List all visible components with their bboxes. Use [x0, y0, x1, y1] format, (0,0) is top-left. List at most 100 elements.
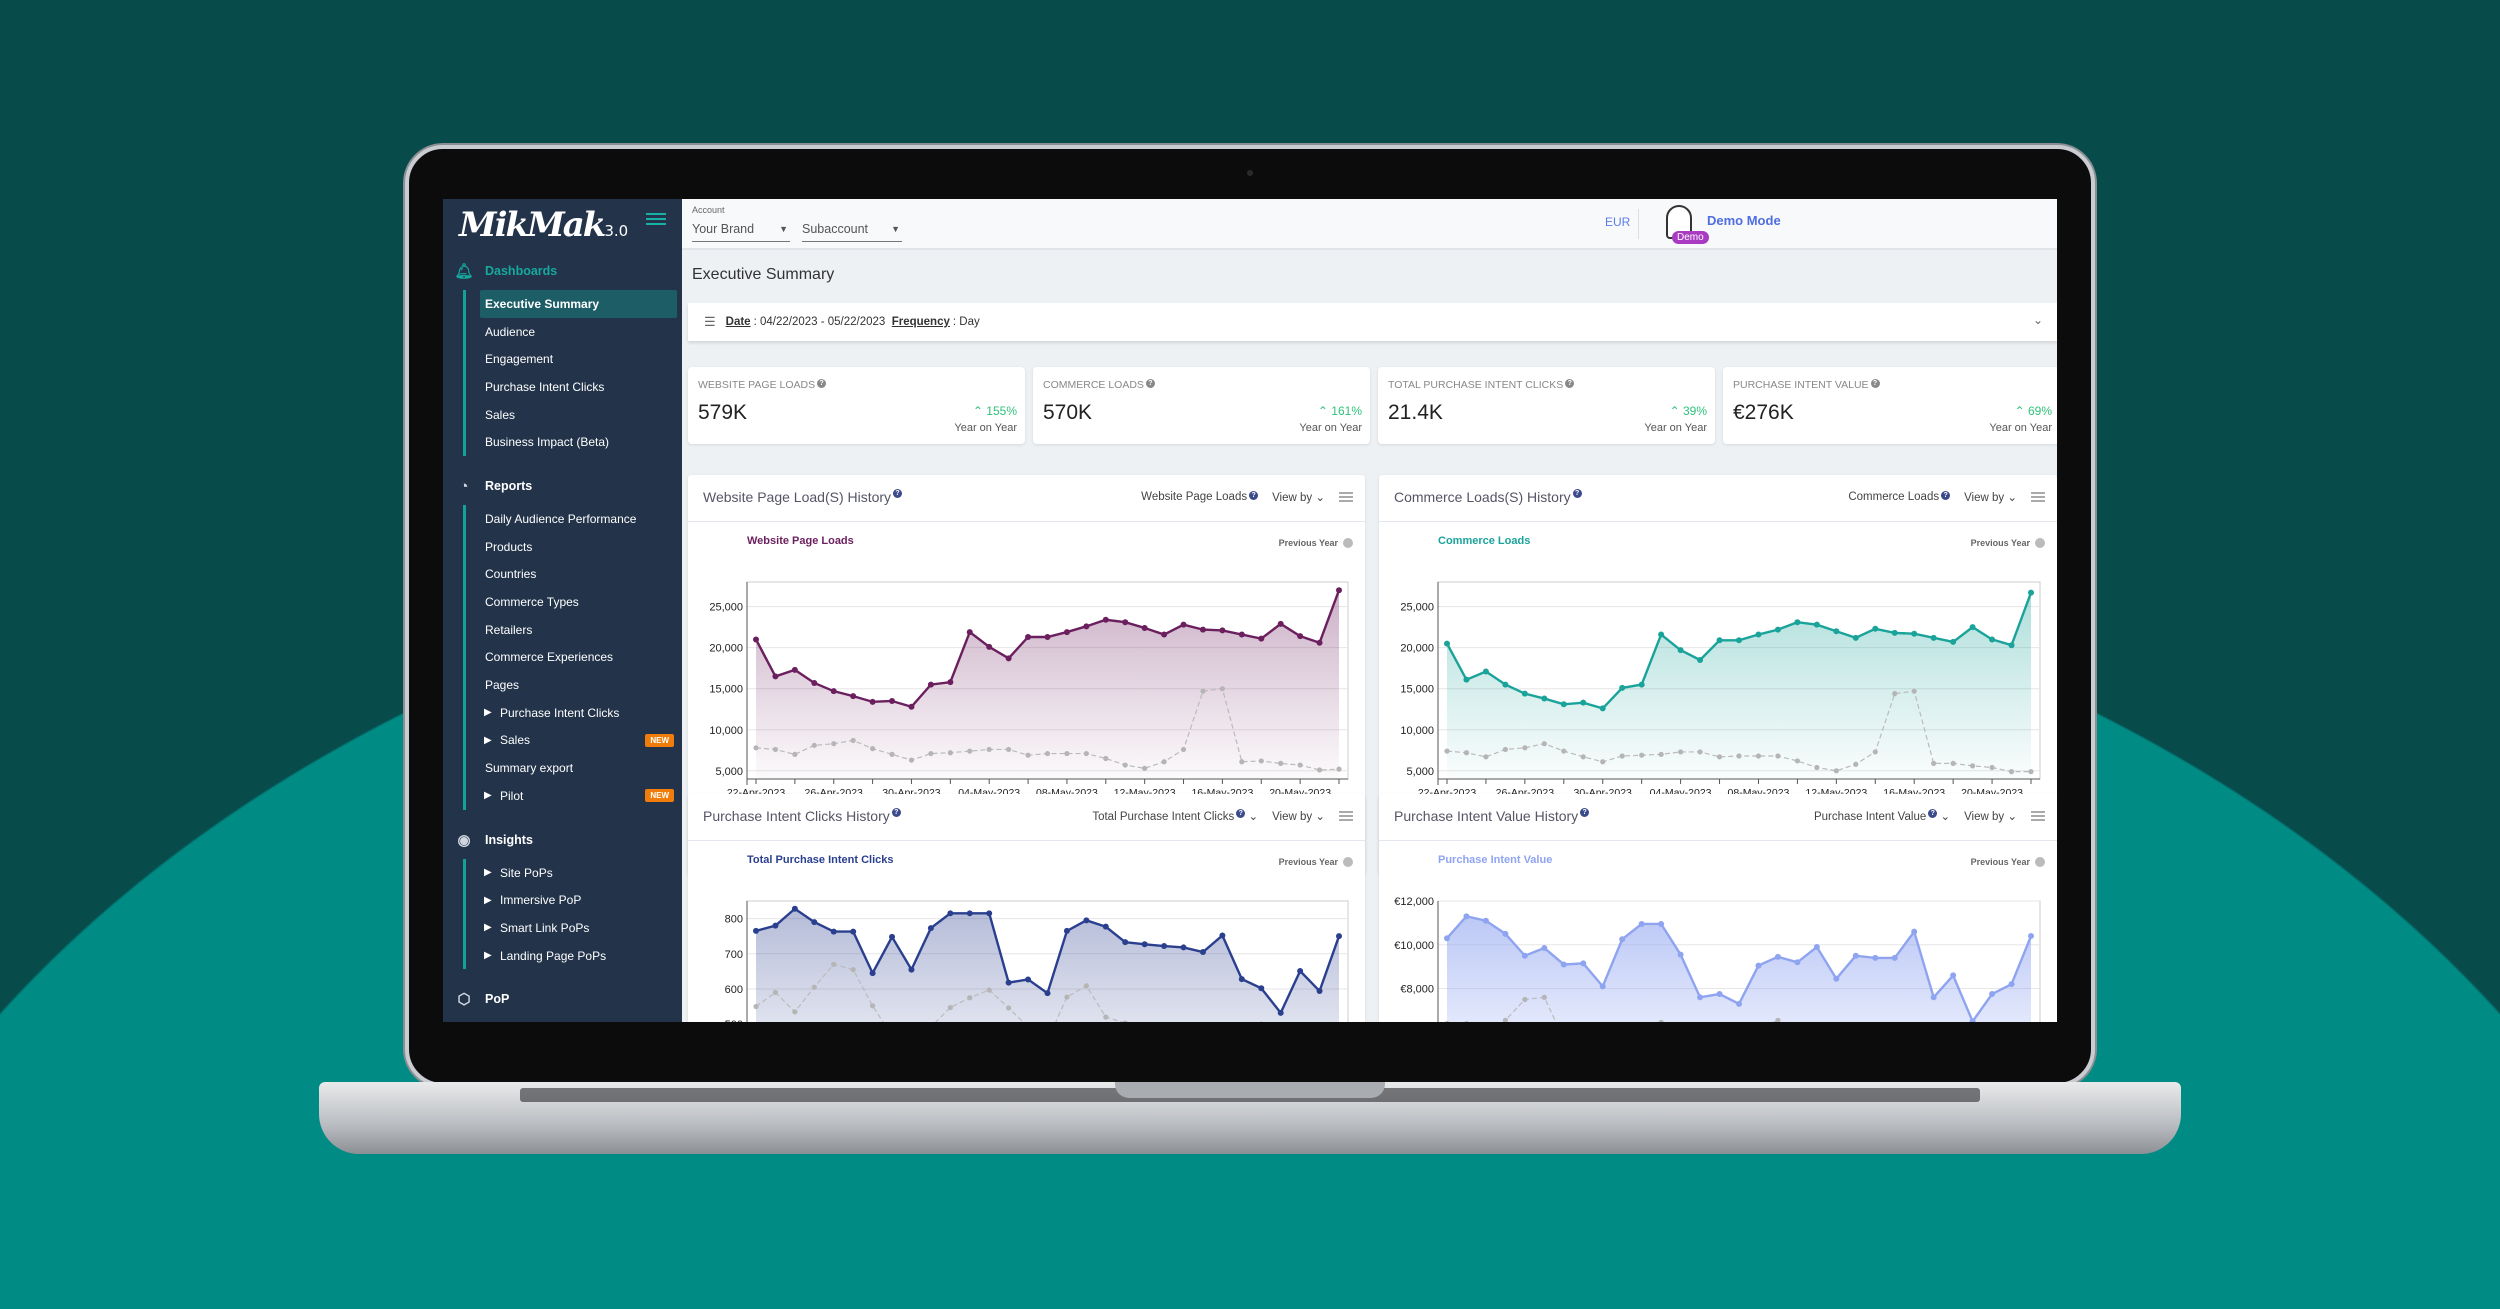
caret-right-icon: ▶: [484, 790, 492, 802]
chart-svg: €4,000€6,000€8,000€10,000€12,000: [1394, 896, 2041, 1022]
previous-year-point: [1931, 760, 1937, 767]
view-by-dropdown[interactable]: View by ⌄: [1964, 490, 2017, 504]
view-by-dropdown[interactable]: View by ⌄: [1272, 809, 1325, 823]
previous-year-point: [1658, 751, 1664, 757]
data-point: [908, 703, 915, 710]
help-icon[interactable]: ?: [893, 489, 903, 498]
data-point: [1444, 640, 1450, 647]
previous-year-point: [1833, 768, 1839, 774]
help-icon[interactable]: ?: [1236, 809, 1246, 818]
data-point: [1560, 701, 1567, 708]
data-point: [1852, 952, 1859, 959]
previous-year-point: [1297, 762, 1303, 768]
help-icon[interactable]: ?: [1145, 379, 1155, 388]
help-icon[interactable]: ?: [891, 808, 901, 817]
nav-group-dashboards: 🔔︎ Dashboards Executive Summary Audience Eng…: [443, 252, 682, 457]
kpi-period: Year on Year: [1644, 422, 1707, 434]
sidebar-item[interactable]: ▶ Immersive PoP: [443, 886, 682, 914]
nav-group-header[interactable]: ◔ Reports: [443, 467, 682, 505]
metric-select[interactable]: Total Purchase Intent Clicks? ⌄: [1092, 809, 1258, 823]
hamburger-menu-icon[interactable]: [2031, 811, 2045, 821]
kpi-card: COMMERCE LOADS? 570K ⌃ 161% Year on Year: [1033, 367, 1370, 444]
help-icon[interactable]: ?: [1580, 808, 1590, 817]
help-icon[interactable]: ?: [817, 379, 827, 388]
help-icon[interactable]: ?: [1870, 379, 1880, 388]
y-tick-label: €8,000: [1400, 984, 1434, 996]
data-point: [1619, 684, 1626, 691]
previous-year-point: [1064, 750, 1070, 757]
nav-group-header[interactable]: ◉ Insights: [443, 821, 682, 859]
account-select[interactable]: Your Brand ▼: [692, 218, 790, 242]
data-point: [1697, 994, 1704, 1001]
chart-svg: 400500600700800: [725, 900, 1349, 1022]
sidebar-item[interactable]: Countries: [443, 561, 682, 589]
sidebar-item[interactable]: ▶ Landing Page PoPs: [443, 942, 682, 970]
sidebar-item[interactable]: Retailers: [443, 616, 682, 644]
sidebar-item[interactable]: Engagement: [443, 345, 682, 373]
help-icon[interactable]: ?: [1941, 491, 1951, 500]
metric-select[interactable]: Website Page Loads?: [1141, 491, 1259, 503]
sidebar-item[interactable]: Daily Audience Performance: [443, 505, 682, 533]
sidebar-item[interactable]: Pages: [443, 671, 682, 699]
legend-previous-year[interactable]: Previous Year: [1971, 857, 2045, 867]
previous-year-point: [1950, 760, 1956, 767]
sidebar-item[interactable]: Commerce Types: [443, 588, 682, 616]
metric-select[interactable]: Purchase Intent Value? ⌄: [1814, 809, 1950, 823]
sidebar-item[interactable]: ▶ Site PoPs: [443, 859, 682, 887]
chart-card: Purchase Intent Clicks History? Total Pur…: [688, 794, 1365, 1022]
card-controls: Total Purchase Intent Clicks? ⌄ View by ⌄: [1092, 809, 1353, 823]
data-point: [1774, 953, 1781, 960]
chevron-down-icon[interactable]: ⌄: [2032, 313, 2043, 327]
previous-year-point: [1716, 754, 1723, 760]
hamburger-menu-icon[interactable]: [646, 213, 666, 225]
data-point: [1872, 625, 1879, 632]
logo-text: MikMak: [459, 205, 606, 245]
nav-group-header[interactable]: ⬡ PoP: [443, 980, 682, 1018]
data-point: [850, 928, 857, 935]
data-point: [1297, 633, 1304, 640]
legend-previous-year[interactable]: Previous Year: [1279, 538, 1353, 548]
subaccount-select[interactable]: Subaccount ▼: [802, 218, 902, 242]
sidebar-item[interactable]: Audience: [443, 318, 682, 346]
sidebar-item[interactable]: Sales: [443, 401, 682, 429]
sidebar-item[interactable]: Business Impact (Beta): [443, 428, 682, 456]
nav-group-header[interactable]: 🔔︎ Dashboards: [443, 252, 682, 290]
previous-year-point: [947, 1004, 953, 1011]
data-point: [830, 928, 837, 935]
hamburger-menu-icon[interactable]: [1339, 492, 1353, 502]
sidebar-item[interactable]: Summary export: [443, 754, 682, 782]
sidebar-item[interactable]: ▶ Sales NEW: [443, 727, 682, 755]
legend-previous-year[interactable]: Previous Year: [1279, 857, 1353, 867]
user-menu[interactable]: Demo Mode: [1707, 213, 1781, 228]
sidebar-item[interactable]: ▶ Smart Link PoPs: [443, 914, 682, 942]
sidebar-item[interactable]: Products: [443, 533, 682, 561]
hamburger-menu-icon[interactable]: [1339, 811, 1353, 821]
view-by-dropdown[interactable]: View by ⌄: [1272, 490, 1325, 504]
data-point: [1716, 637, 1723, 644]
data-point: [1141, 941, 1148, 948]
metric-select[interactable]: Commerce Loads?: [1848, 491, 1951, 503]
sidebar-item[interactable]: ▶ Purchase Intent Clicks: [443, 699, 682, 727]
currency-selector[interactable]: EUR: [1605, 215, 1631, 229]
legend-previous-year[interactable]: Previous Year: [1971, 538, 2045, 548]
data-point: [889, 933, 896, 940]
view-by-dropdown[interactable]: View by ⌄: [1964, 809, 2017, 823]
help-icon[interactable]: ?: [1572, 489, 1582, 498]
previous-year-point: [792, 751, 798, 757]
data-point: [1989, 991, 1996, 998]
help-icon[interactable]: ?: [1928, 809, 1938, 818]
sidebar-item[interactable]: Commerce Experiences: [443, 644, 682, 672]
data-point: [1638, 681, 1645, 688]
sidebar-item[interactable]: ▶ Pilot NEW: [443, 782, 682, 810]
previous-year-point: [1522, 996, 1528, 1003]
sidebar-item[interactable]: Executive Summary: [480, 290, 677, 318]
help-icon[interactable]: ?: [1249, 491, 1259, 500]
filter-bar[interactable]: ☰ Date: 04/22/2023 - 05/22/2023 Frequenc…: [688, 303, 2057, 341]
y-tick-label: 25,000: [1400, 602, 1434, 614]
kpi-value: 21.4K: [1388, 401, 1443, 424]
hamburger-menu-icon[interactable]: [2031, 492, 2045, 502]
series-area: [756, 908, 1339, 1022]
logo[interactable]: MikMak3.0: [459, 205, 628, 245]
sidebar-item[interactable]: Purchase Intent Clicks: [443, 373, 682, 401]
help-icon[interactable]: ?: [1565, 379, 1575, 388]
